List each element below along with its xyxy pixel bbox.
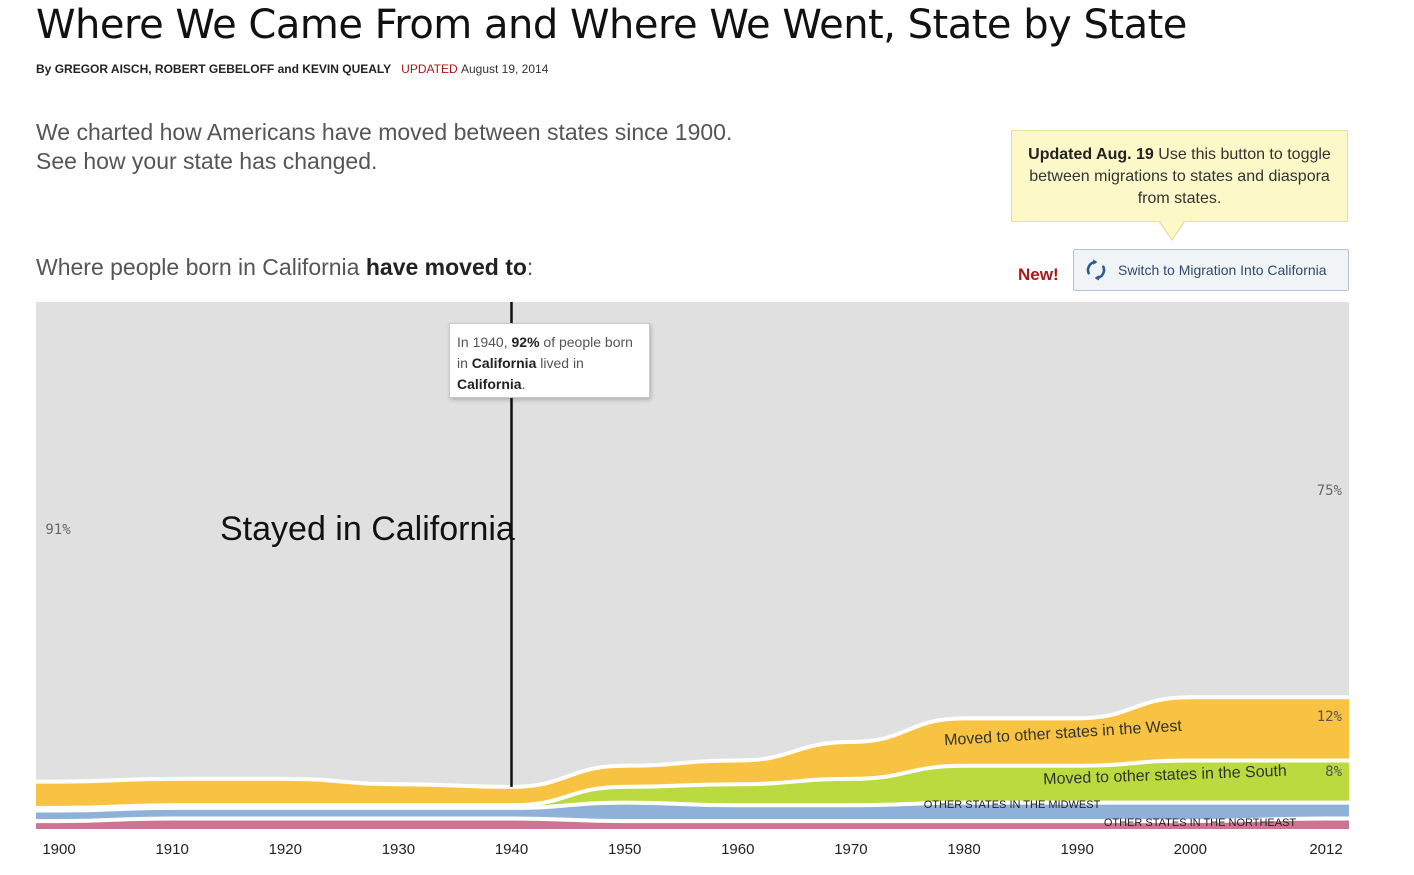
callout-bold: Updated Aug. 19 — [1028, 146, 1154, 163]
tooltip-text-3: lived in — [536, 355, 584, 371]
x-tick-1920: 1920 — [269, 841, 302, 858]
tooltip-text-4: . — [521, 376, 526, 392]
x-tick-1950: 1950 — [608, 841, 641, 858]
intro-line-2: See how your state has changed. — [36, 148, 378, 174]
band-separators — [35, 695, 1350, 824]
subhead-prefix: Where people born in California — [36, 254, 366, 280]
x-tick-1980: 1980 — [947, 841, 980, 858]
x-tick-1910: 1910 — [155, 841, 188, 858]
x-tick-1960: 1960 — [721, 841, 754, 858]
updated-label: UPDATED — [401, 62, 458, 76]
updated-date: August 19, 2014 — [460, 62, 549, 76]
tooltip-text-1: In 1940, — [457, 334, 512, 350]
x-tick-2000: 2000 — [1174, 841, 1207, 858]
byline-prefix: By — [36, 62, 55, 76]
switch-migration-button[interactable]: Switch to Migration Into California — [1073, 249, 1349, 291]
callout-text: Use this button to toggle between migrat… — [1029, 146, 1331, 207]
subhead-suffix: : — [526, 254, 534, 280]
stayed-area[interactable] — [36, 302, 1349, 787]
stayed-end-value: 75% — [1317, 483, 1343, 499]
x-tick-1970: 1970 — [834, 841, 867, 858]
x-axis-ticks: 1900 1910 1920 1930 1940 1950 1960 1970 1980 1990… — [42, 841, 1342, 858]
update-callout: Updated Aug. 19 Use this button to toggl… — [1011, 130, 1348, 222]
south-end-value: 8% — [1325, 764, 1342, 780]
tooltip-text-2: of people born in — [457, 334, 633, 371]
byline-authors: GREGOR AISCH, ROBERT GEBELOFF and KEVIN … — [54, 62, 392, 76]
separator-3 — [35, 758, 1349, 810]
chart-subhead: Where people born in California have mov… — [36, 254, 533, 281]
page-title: Where We Came From and Where We Went, St… — [36, 2, 1187, 48]
x-tick-2012: 2012 — [1309, 841, 1342, 858]
subhead-bold: have moved to — [365, 254, 527, 280]
x-tick-1930: 1930 — [382, 841, 415, 858]
stream-areas — [36, 302, 1349, 829]
x-tick-1990: 1990 — [1060, 841, 1093, 858]
separator-4 — [35, 695, 1349, 789]
northeast-label: OTHER STATES IN THE NORTHEAST — [1104, 817, 1297, 829]
intro-line-1: We charted how Americans have moved betw… — [36, 119, 733, 145]
west-area[interactable] — [36, 697, 1349, 808]
separator-2 — [35, 800, 1349, 813]
new-label: New! — [1018, 265, 1059, 284]
callout-arrow — [1160, 221, 1184, 239]
tooltip-state-lived: California — [457, 376, 522, 392]
separator-1 — [36, 816, 1350, 824]
year-tooltip: In 1940, 92% of people born in Californi… — [449, 323, 650, 398]
refresh-icon — [1086, 259, 1106, 281]
tooltip-percent: 92% — [511, 334, 540, 350]
stayed-label: Stayed in California — [220, 510, 515, 548]
midwest-label: OTHER STATES IN THE MIDWEST — [924, 799, 1101, 811]
x-tick-1900: 1900 — [42, 841, 75, 858]
switch-button-label: Switch to Migration Into California — [1118, 262, 1327, 278]
intro-text: We charted how Americans have moved betw… — [36, 118, 936, 176]
x-tick-1940: 1940 — [495, 841, 528, 858]
stayed-start-value: 91% — [45, 522, 71, 538]
tooltip-state-born: California — [471, 355, 537, 371]
west-end-value: 12% — [1317, 709, 1343, 725]
byline: By GREGOR AISCH, ROBERT GEBELOFF and KEV… — [36, 62, 548, 76]
